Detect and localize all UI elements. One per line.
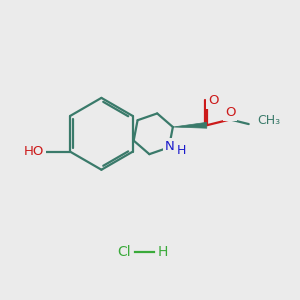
Text: N: N xyxy=(165,140,174,153)
Text: CH₃: CH₃ xyxy=(257,114,281,127)
Text: O: O xyxy=(208,94,218,107)
Polygon shape xyxy=(173,122,207,128)
Text: H: H xyxy=(157,244,168,259)
Text: O: O xyxy=(225,106,236,118)
Text: Cl: Cl xyxy=(117,244,131,259)
Text: HO: HO xyxy=(23,145,44,158)
Text: H: H xyxy=(177,144,187,158)
